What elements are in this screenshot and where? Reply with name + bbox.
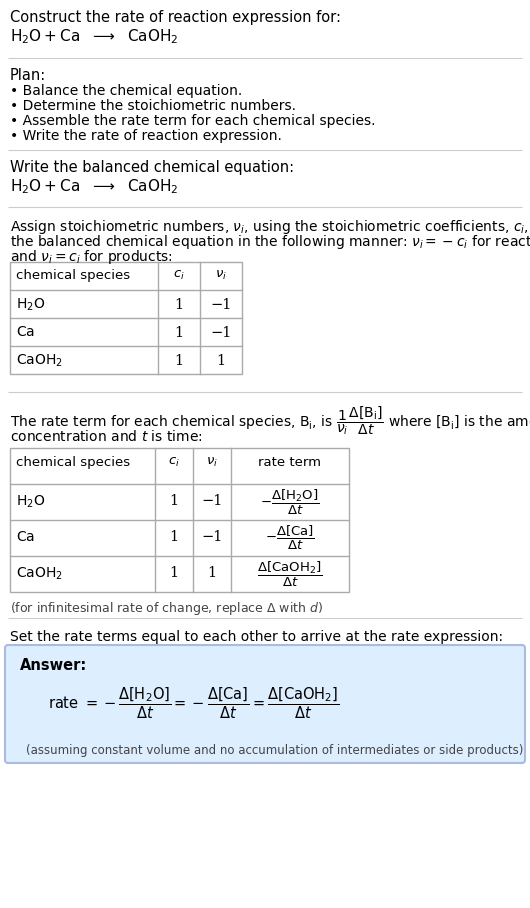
Text: $\mathrm{H_2O + Ca\ \ \longrightarrow\ \ CaOH_2}$: $\mathrm{H_2O + Ca\ \ \longrightarrow\ \… bbox=[10, 177, 179, 196]
Text: • Write the rate of reaction expression.: • Write the rate of reaction expression. bbox=[10, 129, 282, 143]
Text: (for infinitesimal rate of change, replace $\Delta$ with $d$): (for infinitesimal rate of change, repla… bbox=[10, 600, 323, 617]
Text: $\mathrm{H_2O + Ca\ \ \longrightarrow\ \ CaOH_2}$: $\mathrm{H_2O + Ca\ \ \longrightarrow\ \… bbox=[10, 27, 179, 45]
Text: concentration and $t$ is time:: concentration and $t$ is time: bbox=[10, 429, 202, 444]
Text: Assign stoichiometric numbers, $\nu_i$, using the stoichiometric coefficients, $: Assign stoichiometric numbers, $\nu_i$, … bbox=[10, 218, 530, 236]
Text: chemical species: chemical species bbox=[16, 269, 130, 282]
Text: chemical species: chemical species bbox=[16, 456, 130, 469]
Text: $\nu_i$: $\nu_i$ bbox=[215, 269, 227, 282]
Text: The rate term for each chemical species, $\mathrm{B_i}$, is $\dfrac{1}{\nu_i}\df: The rate term for each chemical species,… bbox=[10, 404, 530, 437]
Text: Write the balanced chemical equation:: Write the balanced chemical equation: bbox=[10, 160, 294, 175]
Text: $c_i$: $c_i$ bbox=[168, 456, 180, 469]
Bar bbox=[10, 448, 349, 592]
Text: −1: −1 bbox=[201, 494, 223, 508]
Text: 1: 1 bbox=[170, 566, 179, 580]
Text: $c_i$: $c_i$ bbox=[173, 269, 185, 282]
Text: 1: 1 bbox=[174, 326, 183, 340]
Text: $\mathrm{CaOH_2}$: $\mathrm{CaOH_2}$ bbox=[16, 353, 63, 370]
Text: and $\nu_i = c_i$ for products:: and $\nu_i = c_i$ for products: bbox=[10, 248, 173, 266]
Text: $\mathrm{H_2O}$: $\mathrm{H_2O}$ bbox=[16, 494, 45, 510]
Text: $-\dfrac{\Delta[\mathrm{H_2O}]}{\Delta t}$: $-\dfrac{\Delta[\mathrm{H_2O}]}{\Delta t… bbox=[260, 488, 320, 517]
Text: $\mathrm{Ca}$: $\mathrm{Ca}$ bbox=[16, 325, 35, 339]
Text: $\mathrm{CaOH_2}$: $\mathrm{CaOH_2}$ bbox=[16, 566, 63, 582]
Text: −1: −1 bbox=[210, 298, 232, 312]
Text: • Balance the chemical equation.: • Balance the chemical equation. bbox=[10, 84, 242, 98]
Text: $-\dfrac{\Delta[\mathrm{Ca}]}{\Delta t}$: $-\dfrac{\Delta[\mathrm{Ca}]}{\Delta t}$ bbox=[265, 524, 315, 552]
Text: 1: 1 bbox=[170, 530, 179, 544]
Text: the balanced chemical equation in the following manner: $\nu_i = -c_i$ for react: the balanced chemical equation in the fo… bbox=[10, 233, 530, 251]
Text: • Determine the stoichiometric numbers.: • Determine the stoichiometric numbers. bbox=[10, 99, 296, 113]
Text: Answer:: Answer: bbox=[20, 658, 87, 673]
FancyBboxPatch shape bbox=[5, 645, 525, 763]
Text: −1: −1 bbox=[201, 530, 223, 544]
Text: Set the rate terms equal to each other to arrive at the rate expression:: Set the rate terms equal to each other t… bbox=[10, 630, 503, 644]
Text: rate $= -\dfrac{\Delta[\mathrm{H_2O}]}{\Delta t} = -\dfrac{\Delta[\mathrm{Ca}]}{: rate $= -\dfrac{\Delta[\mathrm{H_2O}]}{\… bbox=[48, 686, 340, 721]
Text: 1: 1 bbox=[174, 354, 183, 368]
Text: 1: 1 bbox=[207, 566, 217, 580]
Bar bbox=[10, 262, 242, 374]
Text: $\mathrm{H_2O}$: $\mathrm{H_2O}$ bbox=[16, 297, 45, 313]
Text: rate term: rate term bbox=[259, 456, 322, 469]
Text: Construct the rate of reaction expression for:: Construct the rate of reaction expressio… bbox=[10, 10, 341, 25]
Text: $\mathrm{Ca}$: $\mathrm{Ca}$ bbox=[16, 530, 35, 544]
Text: 1: 1 bbox=[170, 494, 179, 508]
Text: (assuming constant volume and no accumulation of intermediates or side products): (assuming constant volume and no accumul… bbox=[26, 744, 524, 757]
Text: $\nu_i$: $\nu_i$ bbox=[206, 456, 218, 469]
Text: 1: 1 bbox=[174, 298, 183, 312]
Text: 1: 1 bbox=[216, 354, 226, 368]
Text: Plan:: Plan: bbox=[10, 68, 46, 83]
Text: −1: −1 bbox=[210, 326, 232, 340]
Text: • Assemble the rate term for each chemical species.: • Assemble the rate term for each chemic… bbox=[10, 114, 375, 128]
Text: $\dfrac{\Delta[\mathrm{CaOH_2}]}{\Delta t}$: $\dfrac{\Delta[\mathrm{CaOH_2}]}{\Delta … bbox=[257, 559, 323, 588]
